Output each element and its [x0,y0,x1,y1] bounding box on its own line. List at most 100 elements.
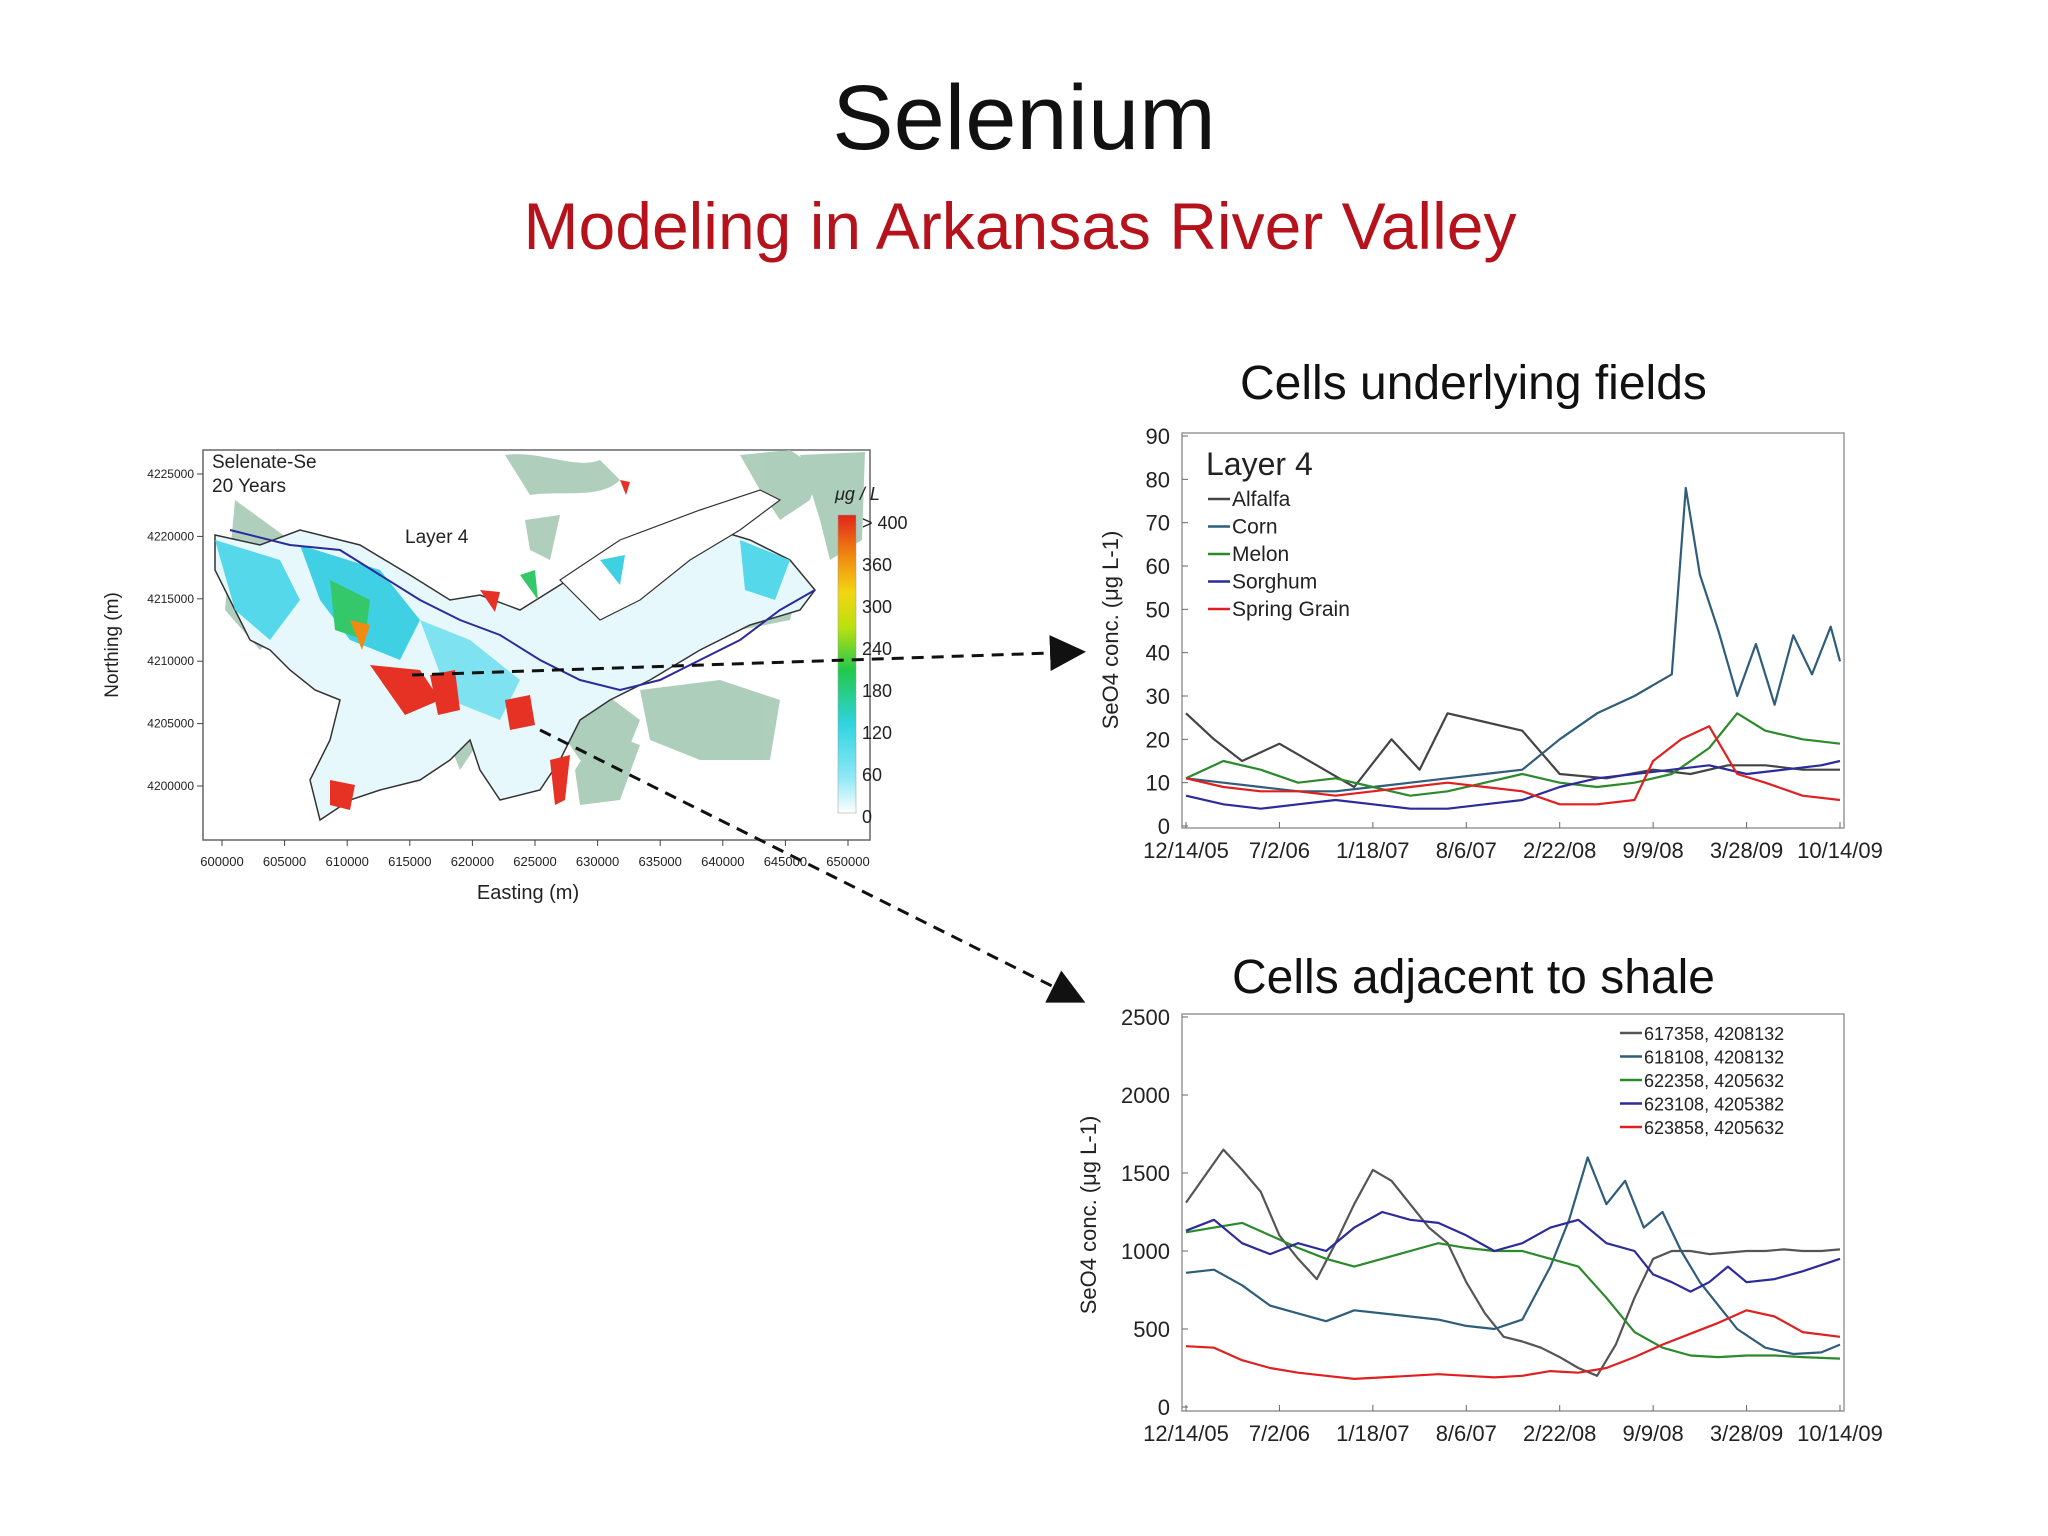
series-line-spring-grain [1185,725,1841,806]
y-tick-label: 1000 [1121,1239,1170,1264]
y-tick-label: 70 [1146,511,1170,536]
legend-label: Corn [1232,516,1278,539]
y-tick-label: 500 [1133,1317,1170,1342]
legend-label: 623858, 4205632 [1644,1118,1784,1138]
chart-fields: Layer 4 SeO4 conc. (μg L-1) 0 10 20 30 40 50 6… [1098,424,1883,863]
y-tick-label: 0 [1158,814,1170,839]
y-tick-label: 2500 [1121,1005,1170,1030]
y-tick-label: 40 [1146,641,1170,666]
chart-fields-frame [1181,432,1845,829]
series-line-618108-4208132 [1185,1156,1841,1356]
map-x-tick-label: 605000 [263,854,306,869]
x-tick-label: 9/9/08 [1623,838,1684,863]
y-tick-label: 20 [1146,727,1170,752]
slide-subtitle: Modeling in Arkansas River Valley [523,189,1517,263]
legend-label: 618108, 4208132 [1644,1048,1784,1068]
x-tick-label: 9/9/08 [1623,1421,1684,1446]
top-panel-title: Cells underlying fields [1240,357,1707,410]
colorbar-tick-label: 0 [862,807,872,827]
series-line-melon [1185,712,1841,797]
legend-label: 623108, 4205382 [1644,1095,1784,1115]
x-tick-label: 3/28/09 [1710,1421,1783,1446]
colorbar-tick-label: 180 [862,681,892,701]
legend-label: Melon [1232,543,1289,566]
series-line-623108-4205382 [1185,1210,1841,1293]
map-x-tick-label: 625000 [513,854,556,869]
x-tick-label: 12/14/05 [1143,1421,1229,1446]
x-tick-label: 10/14/09 [1797,838,1883,863]
arrow-to-fields [411,635,1086,677]
map-x-tick-label: 620000 [451,854,494,869]
map-label-line1: Selenate-Se [212,452,317,473]
x-tick-label: 1/18/07 [1336,838,1409,863]
legend-label: 617358, 4208132 [1644,1024,1784,1044]
bottom-panel-title: Cells adjacent to shale [1232,951,1715,1004]
x-tick-label: 7/2/06 [1249,1421,1310,1446]
x-tick-label: 2/22/08 [1523,838,1596,863]
concentration-field [215,480,790,810]
map-y-tick-label: 4200000 [147,779,194,793]
y-tick-label: 80 [1146,467,1170,492]
chart-fields-title: Layer 4 [1206,446,1313,482]
y-tick-label: 10 [1146,771,1170,796]
map-x-tick-label: 630000 [576,854,619,869]
chart-shale: SeO4 conc. (μg L-1) 0 500 1000 1500 2000 2500… [1076,1005,1883,1446]
colorbar-tick-label: 60 [862,765,882,785]
colorbar-tick-label: 240 [862,639,892,659]
series-line-alfalfa [1185,712,1840,789]
legend-label: Sorghum [1232,571,1317,594]
map-y-ticks: 4225000 4220000 4215000 4210000 4205000 42000… [147,467,203,793]
legend-label: 622358, 4205632 [1644,1071,1784,1091]
map-x-tick-label: 650000 [826,854,869,869]
map-y-tick-label: 4210000 [147,654,194,668]
colorbar-tick-label: 300 [862,597,892,617]
arrow-to-shale [539,728,1086,1003]
map-y-tick-label: 4215000 [147,592,194,606]
y-tick-label: 30 [1146,684,1170,709]
chart-shale-ylabel: SeO4 conc. (μg L-1) [1076,1116,1101,1315]
map-y-tick-label: 4205000 [147,717,194,731]
y-tick-label: 50 [1146,597,1170,622]
series-line-corn [1185,486,1842,793]
y-tick-label: 2000 [1121,1083,1170,1108]
x-tick-label: 8/6/07 [1436,838,1497,863]
colorbar-tick-label: 120 [862,723,892,743]
chart-shale-frame [1181,1013,1845,1412]
map-y-tick-label: 4220000 [147,529,194,543]
map-xlabel: Easting (m) [477,882,579,904]
map-label-line2: 20 Years [212,476,286,497]
x-tick-label: 3/28/09 [1710,838,1783,863]
map-x-ticks: 600000 605000 610000 615000 620000 625000 6300… [200,840,870,869]
map-x-tick-label: 600000 [200,854,243,869]
x-tick-label: 2/22/08 [1523,1421,1596,1446]
series-line-sorghum [1185,759,1841,810]
map-x-tick-label: 640000 [701,854,744,869]
series-line-617358-4208132 [1185,1148,1841,1377]
y-tick-label: 0 [1158,1395,1170,1420]
colorbar-tick-label: > 400 [862,513,908,533]
slide-title: Selenium [832,67,1216,169]
map-x-tick-label: 635000 [639,854,682,869]
map-ylabel: Northing (m) [102,592,123,698]
x-tick-label: 1/18/07 [1336,1421,1409,1446]
colorbar-tick-label: 360 [862,555,892,575]
y-tick-label: 60 [1146,554,1170,579]
map-x-tick-label: 615000 [388,854,431,869]
river-line [229,529,816,692]
x-tick-label: 12/14/05 [1143,838,1229,863]
colorbar-unit: μg / L [834,484,880,504]
series-line-623858-4205632 [1185,1309,1841,1381]
legend-label: Alfalfa [1232,488,1291,511]
map-layer-label: Layer 4 [405,527,469,548]
x-tick-label: 10/14/09 [1797,1421,1883,1446]
legend-label: Spring Grain [1232,598,1350,621]
y-tick-label: 90 [1146,424,1170,449]
x-tick-label: 7/2/06 [1249,838,1310,863]
y-tick-label: 1500 [1121,1161,1170,1186]
chart-fields-ylabel: SeO4 conc. (μg L-1) [1098,531,1123,730]
map-panel: 600000 605000 610000 615000 620000 625000 6300… [102,449,908,904]
colorbar [837,514,857,814]
map-y-tick-label: 4225000 [147,467,194,481]
colorbar-ticks: > 400 360 300 240 180 120 60 0 [862,513,908,827]
